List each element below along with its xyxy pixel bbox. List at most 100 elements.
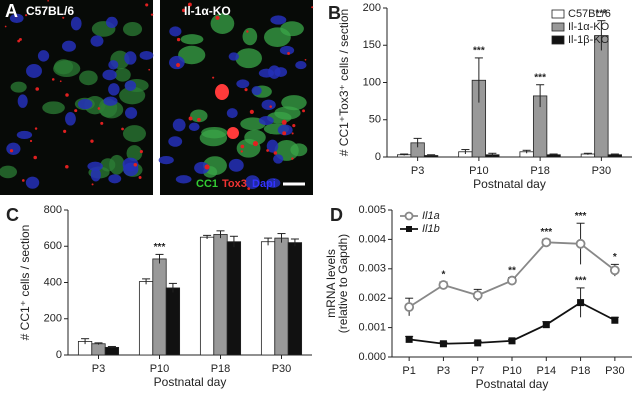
x-tick-label: P30 <box>605 365 625 377</box>
tox3-dot <box>204 164 210 170</box>
bar <box>104 346 120 356</box>
legend-marker <box>406 226 412 232</box>
stain-label: CC1 <box>196 178 218 190</box>
bar <box>274 237 289 356</box>
tox3-dot <box>139 150 143 154</box>
x-tick-label: P3 <box>92 363 105 375</box>
cell-body <box>280 21 304 37</box>
significance: *** <box>534 72 546 83</box>
y-tick-label: 0.001 <box>358 322 386 334</box>
tox3-dot <box>51 78 55 81</box>
nucleus <box>103 96 118 106</box>
nucleus <box>90 168 101 182</box>
bar <box>287 242 303 356</box>
tox3-dot <box>100 121 104 125</box>
tox3-dot <box>212 76 215 79</box>
tox3-dot <box>188 116 193 121</box>
nucleus <box>277 124 293 136</box>
significance: *** <box>540 227 552 238</box>
nucleus <box>175 175 192 184</box>
tox3-dot <box>240 144 245 149</box>
cell-body <box>122 125 146 143</box>
tox3-dot <box>47 0 49 2</box>
nucleus <box>87 161 103 171</box>
point <box>541 237 552 248</box>
cell-body <box>79 70 98 86</box>
tox3-cell <box>215 84 229 100</box>
nucleus <box>172 118 186 132</box>
nucleus <box>228 158 244 172</box>
bar <box>260 241 276 356</box>
tox3-dot <box>302 109 305 113</box>
y-tick-label: 400 <box>44 276 62 288</box>
y-tick-label: 0.002 <box>358 292 386 304</box>
tox3-dot <box>63 129 67 133</box>
tox3-dot <box>249 109 254 114</box>
nucleus <box>102 69 117 81</box>
x-tick-label: P30 <box>272 363 292 375</box>
bar <box>226 241 242 356</box>
nucleus <box>125 107 138 119</box>
tox3-dot <box>133 163 138 167</box>
significance: *** <box>596 8 608 19</box>
tox3-dot <box>176 62 181 68</box>
tox3-dot <box>215 15 220 20</box>
y-tick-label: 0.000 <box>358 351 386 363</box>
nucleus <box>226 108 238 119</box>
tox3-dot <box>65 164 69 169</box>
tox3-dot <box>74 109 78 113</box>
bar <box>213 234 228 356</box>
nucleus <box>168 136 183 147</box>
tox3-dot <box>244 88 248 92</box>
cell-body <box>242 27 258 46</box>
nucleus <box>139 50 154 60</box>
nucleus <box>236 79 250 89</box>
tox3-dot <box>291 157 294 160</box>
legend-label: Il1a <box>422 210 440 222</box>
significance: *** <box>473 46 485 57</box>
y-tick-label: 0.005 <box>358 204 386 216</box>
tox3-dot <box>148 68 151 71</box>
cell-body <box>0 165 18 179</box>
nucleus <box>295 61 307 70</box>
nucleus <box>258 68 274 78</box>
nucleus <box>245 175 260 189</box>
point <box>507 275 517 286</box>
significance: *** <box>154 242 166 253</box>
legend-swatch <box>551 35 565 45</box>
tox3-dot <box>247 187 251 190</box>
nucleus <box>61 40 76 52</box>
tox3-dot <box>269 105 272 108</box>
cell-body <box>99 100 124 119</box>
bar <box>138 281 154 356</box>
point <box>472 290 483 301</box>
point <box>609 265 620 276</box>
tox3-dot <box>138 175 142 179</box>
y-tick-label: 0 <box>375 151 381 163</box>
cell-body <box>54 59 74 75</box>
significance: *** <box>575 276 587 287</box>
y-axis-label: # CC1⁺ cells / section <box>18 225 32 341</box>
panel-letter: C <box>6 205 19 225</box>
point <box>405 335 413 343</box>
nucleus <box>279 45 295 55</box>
tox3-dot <box>121 127 124 131</box>
tox3-dot <box>22 179 25 182</box>
point <box>508 337 516 345</box>
tox3-dot <box>97 107 101 110</box>
nucleus <box>258 116 274 126</box>
x-axis-label: Postnatal day <box>473 177 546 191</box>
nucleus <box>273 154 284 164</box>
x-axis-label: Postnatal day <box>154 375 227 389</box>
tox3-cell <box>227 127 239 139</box>
cell-body <box>180 34 204 45</box>
legend-label: C57BL/6 <box>568 8 611 20</box>
stain-label: Tox3 <box>222 178 247 190</box>
tox3-dot <box>35 87 40 91</box>
x-tick-label: P14 <box>536 365 556 377</box>
stain-label: Dapi <box>252 178 276 190</box>
nucleus <box>266 178 281 188</box>
nucleus <box>6 142 21 155</box>
cell-body <box>10 81 27 93</box>
